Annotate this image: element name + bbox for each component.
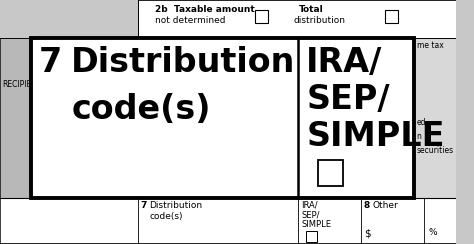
Text: code(s): code(s) <box>149 212 183 221</box>
Bar <box>137 0 456 38</box>
Text: 2b  Taxable amount: 2b Taxable amount <box>155 5 255 14</box>
Text: Distribution: Distribution <box>149 201 202 210</box>
Text: distribution: distribution <box>294 16 346 25</box>
Text: me tax: me tax <box>417 41 444 50</box>
Text: SIMPLE: SIMPLE <box>301 220 331 229</box>
Bar <box>0 38 31 198</box>
Text: $: $ <box>364 228 371 238</box>
Text: SEP/: SEP/ <box>306 83 390 116</box>
Text: SEP/: SEP/ <box>301 210 320 219</box>
Text: Distribution: Distribution <box>71 46 296 79</box>
Bar <box>306 231 317 242</box>
Bar <box>385 10 398 23</box>
Bar <box>318 160 343 186</box>
Text: code(s): code(s) <box>71 93 211 126</box>
Text: n in: n in <box>417 132 431 141</box>
Text: 7: 7 <box>38 46 62 79</box>
Bar <box>255 10 268 23</box>
Bar <box>0 198 456 244</box>
Bar <box>414 38 456 198</box>
Text: not determined: not determined <box>155 16 226 25</box>
Text: SIMPLE: SIMPLE <box>306 120 445 153</box>
Text: 7: 7 <box>141 201 147 210</box>
Text: IRA/: IRA/ <box>301 200 318 209</box>
Text: 8: 8 <box>364 201 370 210</box>
Text: securities: securities <box>417 146 454 155</box>
Text: IRA/: IRA/ <box>306 46 383 79</box>
Bar <box>31 38 414 198</box>
Text: %: % <box>428 228 437 237</box>
Text: Other: Other <box>373 201 398 210</box>
Text: ed: ed <box>417 118 427 127</box>
Text: Total: Total <box>299 5 323 14</box>
Text: RECIPIE: RECIPIE <box>2 80 31 89</box>
